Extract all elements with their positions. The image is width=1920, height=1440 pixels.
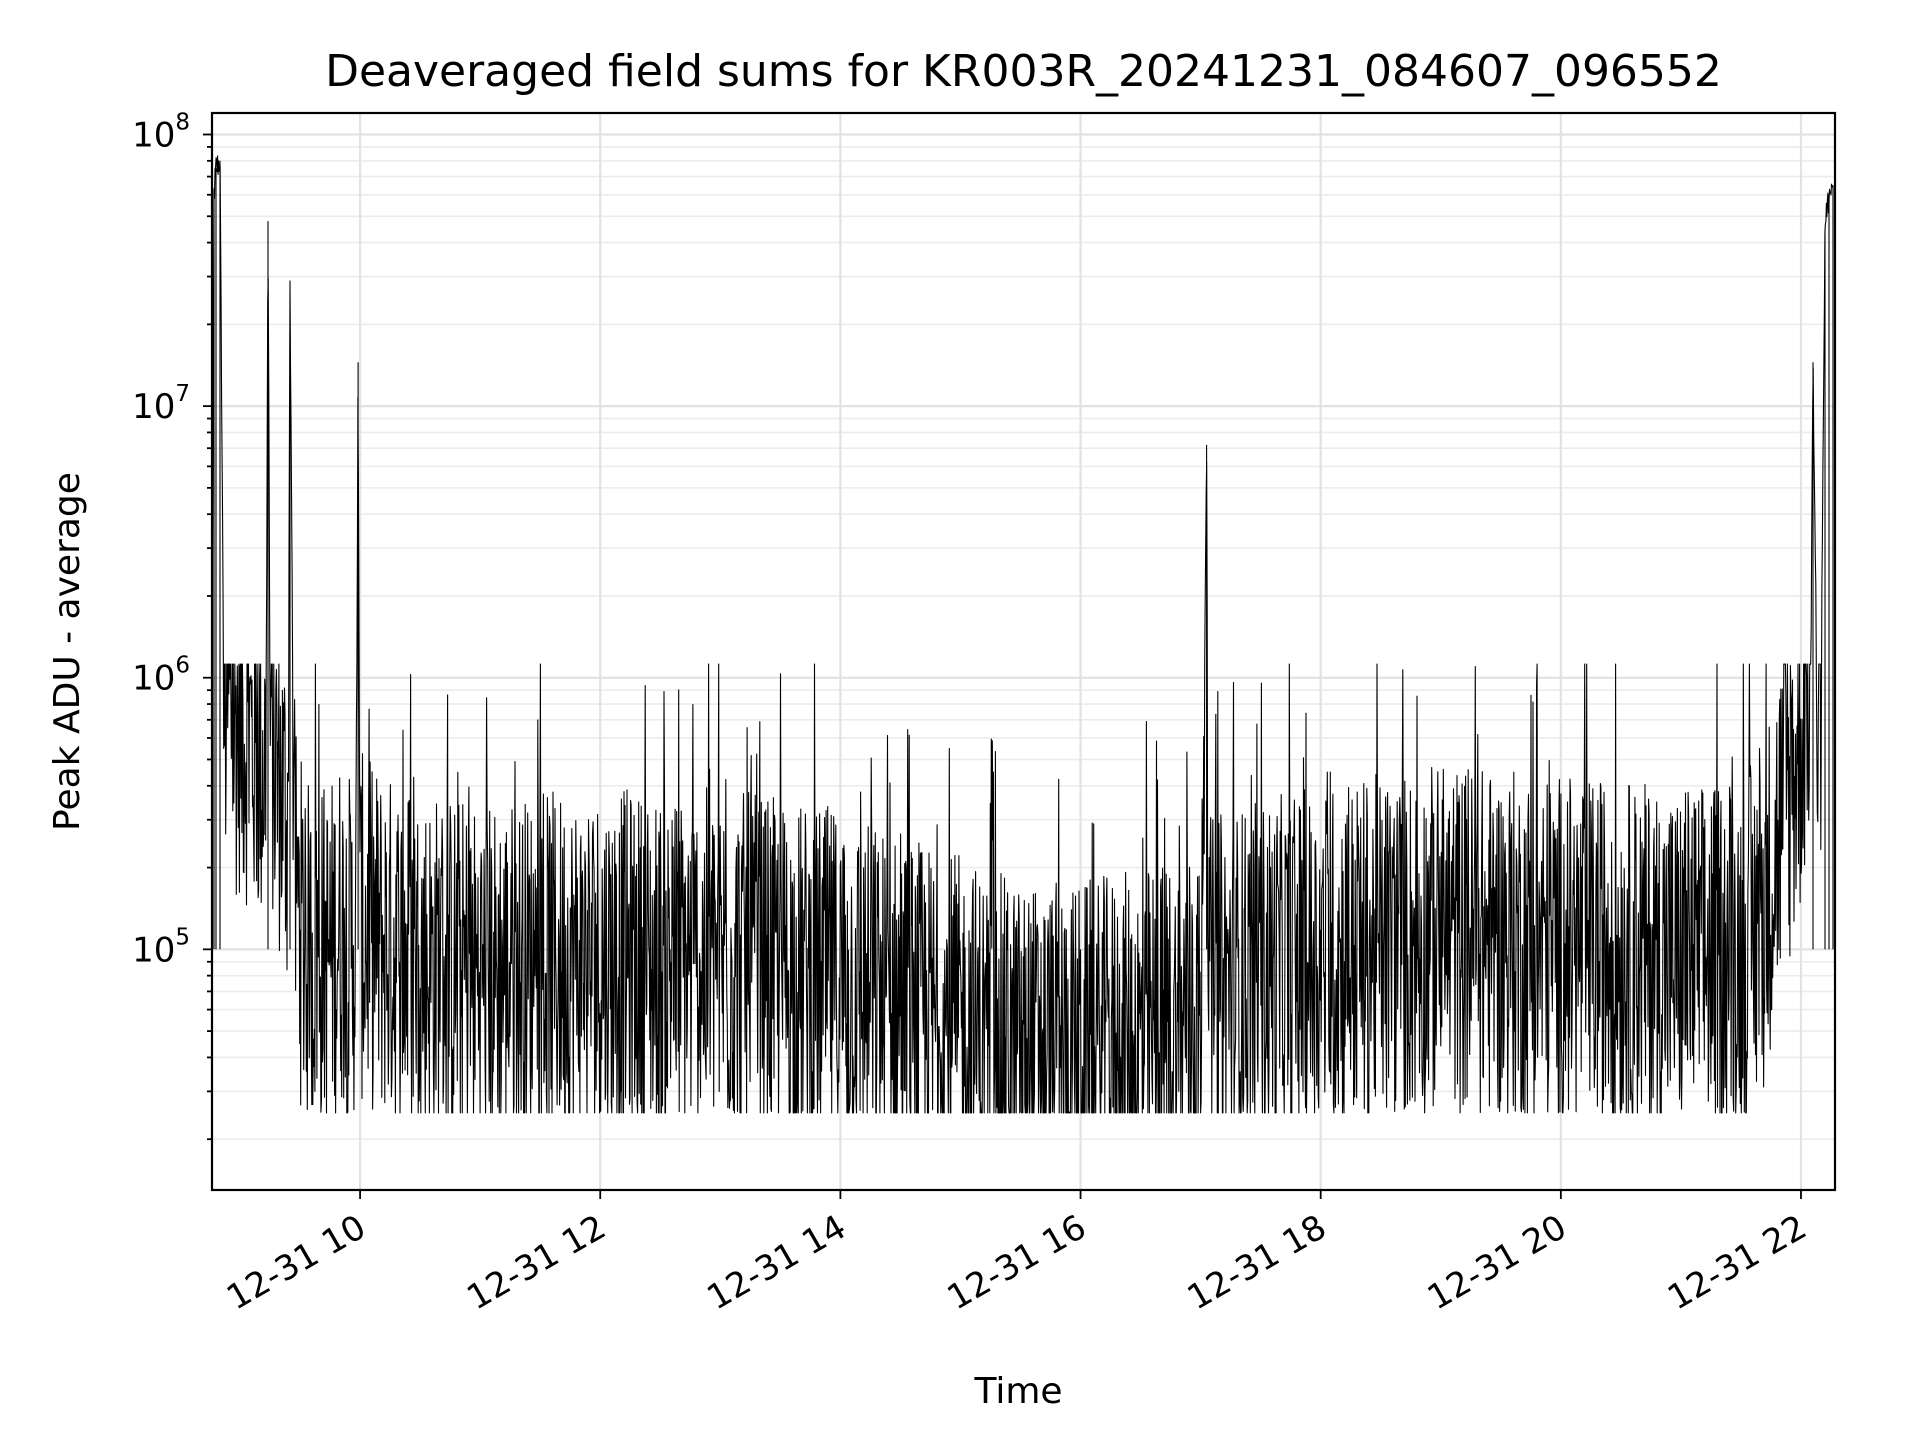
plot-frame	[210, 111, 1837, 1192]
series-layer	[211, 155, 1834, 1114]
x-tick-label: 12-31 18	[1181, 1207, 1333, 1318]
chart-title: Deaveraged field sums for KR003R_2024123…	[325, 46, 1722, 97]
y-tick-label: 107	[132, 381, 190, 427]
x-tick-label: 12-31 14	[700, 1207, 852, 1318]
y-tick-label: 105	[132, 924, 190, 970]
y-axis-label: Peak ADU - average	[47, 472, 88, 831]
x-tick-label: 12-31 16	[941, 1207, 1093, 1318]
x-tick-label: 12-31 22	[1661, 1207, 1813, 1318]
x-tick-label: 12-31 20	[1421, 1207, 1573, 1318]
series-line	[211, 155, 1834, 1114]
x-tick-label: 12-31 12	[460, 1207, 612, 1318]
x-axis-label: Time	[973, 1371, 1062, 1412]
y-tick-label: 108	[132, 110, 190, 156]
x-tick-label: 12-31 10	[220, 1207, 372, 1318]
y-tick-label: 106	[132, 653, 190, 699]
